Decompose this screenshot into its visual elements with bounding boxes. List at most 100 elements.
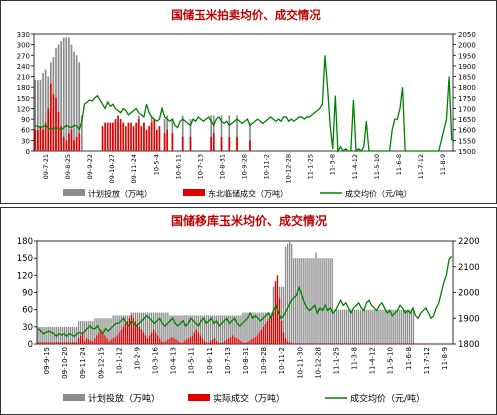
actual-bar xyxy=(39,126,42,151)
actual-bar xyxy=(157,335,159,344)
actual-bar xyxy=(153,119,156,151)
plan-bar xyxy=(291,243,293,344)
actual-bar xyxy=(380,343,382,344)
actual-bar xyxy=(42,129,44,151)
actual-bar xyxy=(236,338,238,344)
actual-bar xyxy=(62,136,65,151)
plan-bar xyxy=(244,312,246,344)
x-tick-label: 10-5-11 xyxy=(188,347,196,374)
plan-bar xyxy=(88,321,90,344)
plan-bar xyxy=(315,252,317,344)
actual-bar xyxy=(408,343,411,344)
actual-bar xyxy=(181,342,183,344)
actual-bar xyxy=(226,339,228,344)
x-tick-label: 10-8-31 xyxy=(242,347,250,374)
plan-bar xyxy=(45,326,47,344)
x-tick-label: 11-8-9 xyxy=(439,154,447,175)
plan-bar xyxy=(288,241,291,344)
actual-bar xyxy=(75,136,78,151)
plan-bar xyxy=(69,326,72,344)
x-tick-label: 10-12-28 xyxy=(314,347,322,379)
actual-bar xyxy=(119,119,122,151)
legend-label: 计划投放（万吨） xyxy=(88,393,160,405)
plan-bar xyxy=(343,309,346,344)
price-line xyxy=(37,255,453,338)
actual-bar xyxy=(47,108,50,151)
actual-bar xyxy=(291,342,293,344)
actual-bar xyxy=(166,129,169,151)
plan-bar xyxy=(254,312,256,344)
actual-bar xyxy=(161,341,163,344)
actual-bar xyxy=(51,342,53,344)
plan-bar xyxy=(42,73,44,151)
plan-bar xyxy=(155,312,157,344)
plan-bar xyxy=(167,312,169,344)
y2-tick-label: 1650 xyxy=(458,116,476,124)
actual-bar xyxy=(65,140,68,151)
x-tick-label: 11-3-8 xyxy=(329,154,337,175)
actual-bar xyxy=(148,335,151,344)
actual-bar xyxy=(37,342,39,344)
plan-bar xyxy=(98,318,100,344)
plan-bar xyxy=(232,315,234,344)
plan-bar xyxy=(394,309,396,344)
plan-bar xyxy=(400,309,402,344)
plan-bar xyxy=(333,309,335,344)
plan-bar xyxy=(210,115,213,151)
x-tick-label: 10-7-13 xyxy=(224,347,232,374)
actual-bar xyxy=(169,338,171,344)
y2-tick-label: 1800 xyxy=(458,84,476,92)
plan-bar xyxy=(299,258,301,344)
actual-bar xyxy=(53,342,55,344)
plan-bar xyxy=(370,309,372,344)
y-tick-label: 270 xyxy=(17,52,30,60)
plan-bar xyxy=(112,315,114,344)
plan-bar xyxy=(181,315,183,344)
actual-bar xyxy=(55,97,57,151)
plan-bar xyxy=(148,312,151,344)
plan-bar xyxy=(41,326,43,344)
x-tick-label: 09-8-25 xyxy=(64,154,72,179)
actual-bar xyxy=(305,343,307,344)
actual-bar xyxy=(77,338,80,344)
actual-bar xyxy=(122,326,124,344)
actual-bar xyxy=(228,338,230,344)
actual-bar xyxy=(256,335,258,344)
actual-bar xyxy=(212,133,215,151)
actual-bar xyxy=(339,343,342,344)
plan-bar xyxy=(301,258,303,344)
plan-bar xyxy=(402,309,404,344)
y-tick-label: 0 xyxy=(28,340,33,350)
actual-bar xyxy=(73,140,75,151)
actual-bar xyxy=(224,341,226,344)
plan-bar xyxy=(317,258,319,344)
actual-bar xyxy=(165,341,167,344)
actual-bar xyxy=(248,341,250,344)
x-tick-label: 11-6-8 xyxy=(395,154,403,175)
actual-bar xyxy=(163,133,166,151)
actual-bar xyxy=(327,343,329,344)
actual-bar xyxy=(55,342,57,344)
actual-bar xyxy=(84,341,86,344)
actual-bar xyxy=(146,338,149,344)
actual-bar xyxy=(232,335,234,344)
plan-bar xyxy=(242,312,244,344)
plan-bar xyxy=(256,312,258,344)
plan-bar xyxy=(68,37,70,151)
y-tick-label: 150 xyxy=(17,95,30,103)
plan-bar xyxy=(73,51,75,151)
actual-bar xyxy=(390,343,392,344)
x-tick-label: 11-7-12 xyxy=(417,154,425,179)
actual-bar xyxy=(81,332,84,344)
actual-bar xyxy=(60,126,62,151)
auction-chart-panel: 国储玉米拍卖均价、成交情况 0 30 60 90 120 150 180 210 240 270 30… xyxy=(0,0,497,204)
plan-bar xyxy=(408,309,411,344)
x-tick-label: 11-3-8 xyxy=(351,347,359,370)
plan-bar xyxy=(252,312,254,344)
actual-bar xyxy=(386,343,388,344)
plan-bar xyxy=(114,315,116,344)
actual-bar xyxy=(319,343,321,344)
actual-bar xyxy=(244,342,246,344)
y-tick-label: 180 xyxy=(17,84,30,92)
actual-bar xyxy=(400,343,402,344)
